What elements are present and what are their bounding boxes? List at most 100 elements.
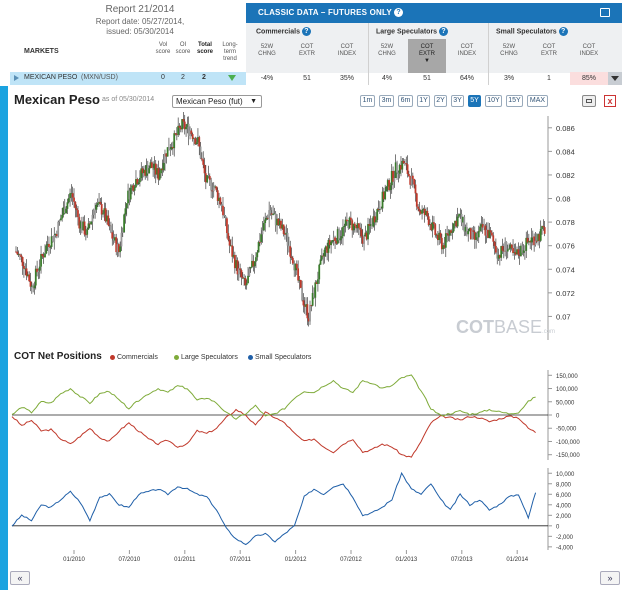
legend-large-speculators[interactable]: Large Speculators	[174, 354, 238, 361]
candle-body	[193, 138, 195, 140]
candle-body	[301, 287, 303, 301]
candle-body	[310, 305, 313, 306]
candle-body	[247, 275, 249, 284]
comm-cotindex-value: 35%	[339, 75, 354, 82]
period-button-1y[interactable]: 1Y	[417, 95, 430, 107]
ss-cotextr-header[interactable]: COT EXTR	[540, 44, 557, 57]
period-button-3m[interactable]: 3m	[379, 95, 394, 107]
candle-body	[252, 260, 255, 267]
candle-body	[100, 204, 103, 215]
candle-body	[50, 236, 53, 247]
report-date: Report date: 05/27/2014,	[95, 17, 185, 26]
period-button-2y[interactable]: 2Y	[434, 95, 447, 107]
candle-body	[161, 168, 164, 171]
candle-body	[397, 172, 400, 174]
index-highlight	[570, 72, 610, 85]
candle-body	[488, 230, 491, 238]
candle-body	[98, 201, 100, 204]
ss-cotindex-header[interactable]: COT INDEX	[579, 44, 599, 57]
print-chart-button[interactable]	[582, 95, 596, 107]
candle-body	[512, 248, 514, 253]
period-button-3y[interactable]: 3Y	[451, 95, 464, 107]
candle-body	[69, 193, 71, 199]
candle-body	[95, 204, 98, 210]
candle-body	[291, 257, 294, 264]
legend-commercials[interactable]: Commercials	[110, 354, 158, 361]
candle-body	[173, 133, 176, 149]
market-row-mexican-peso[interactable]: MEXICAN PESO (MXN/USD) 0 2 2	[10, 72, 246, 85]
candle-body	[149, 162, 152, 169]
market-name: MEXICAN PESO	[24, 74, 78, 81]
candle-body	[19, 254, 21, 256]
help-icon[interactable]: ?	[394, 8, 404, 18]
help-icon[interactable]: ?	[301, 27, 311, 36]
candle-body	[393, 178, 396, 182]
candle-body	[171, 146, 174, 149]
period-button-6m[interactable]: 6m	[398, 95, 413, 107]
candle-body	[255, 257, 257, 262]
candle-body	[493, 241, 496, 246]
candle-body	[377, 208, 380, 210]
prev-button[interactable]: «	[10, 571, 30, 585]
next-button[interactable]: »	[600, 571, 620, 585]
candle-body	[361, 236, 364, 244]
period-button-15y[interactable]: 15Y	[506, 95, 523, 107]
close-button[interactable]: x	[604, 95, 616, 107]
comm-cotextr-header[interactable]: COT EXTR	[298, 44, 315, 57]
ls-cotextr-header[interactable]: COT EXTR ▼	[418, 44, 435, 64]
candle-body	[498, 255, 501, 258]
candle-body	[127, 190, 129, 204]
candle-body	[500, 246, 503, 258]
candle-body	[256, 252, 259, 258]
period-button-5y[interactable]: 5Y	[468, 95, 481, 107]
candle-body	[401, 160, 404, 170]
candle-body	[431, 222, 434, 231]
candle-body	[433, 222, 435, 225]
candle-body	[489, 230, 492, 233]
candle-body	[278, 220, 281, 226]
period-button-1m[interactable]: 1m	[360, 95, 375, 107]
candle-body	[475, 233, 478, 240]
candle-body	[249, 267, 252, 269]
candle-body	[37, 270, 40, 273]
candle-body	[141, 168, 144, 174]
market-select[interactable]: Mexican Peso (fut) ▼	[172, 95, 262, 108]
candle-body	[236, 260, 239, 275]
candle-body	[136, 179, 139, 185]
ss-52w-header[interactable]: 52W CHNG	[500, 44, 518, 57]
candle-body	[302, 300, 305, 306]
comm-cotindex-header[interactable]: COT INDEX	[337, 44, 357, 57]
candle-body	[351, 220, 354, 231]
candle-body	[280, 220, 282, 229]
candle-body	[541, 226, 543, 229]
price-tick-label: 0.084	[556, 147, 575, 156]
candle-body	[220, 204, 223, 206]
candle-body	[527, 241, 530, 243]
comm-52w-header[interactable]: 52W CHNG	[258, 44, 276, 57]
candle-body	[25, 268, 28, 276]
period-button-10y[interactable]: 10Y	[485, 95, 502, 107]
candle-body	[331, 240, 334, 242]
candle-body	[504, 241, 507, 251]
help-icon[interactable]: ?	[558, 27, 568, 36]
candle-body	[288, 245, 290, 247]
commercials-group-title: Commercials ?	[256, 27, 311, 36]
candle-body	[463, 216, 466, 232]
candle-body	[440, 237, 443, 250]
period-button-max[interactable]: MAX	[527, 95, 548, 107]
candle-body	[187, 123, 190, 136]
legend-small-speculators[interactable]: Small Speculators	[248, 354, 311, 361]
candle-body	[436, 234, 439, 241]
candle-body	[79, 221, 82, 229]
candle-body	[154, 163, 157, 175]
ls-cotindex-header[interactable]: COT INDEX	[457, 44, 477, 57]
row-expand-button[interactable]	[608, 72, 622, 85]
candle-body	[144, 169, 147, 176]
candle-body	[142, 169, 145, 174]
print-icon[interactable]	[600, 8, 610, 17]
candle-body	[369, 224, 372, 226]
candle-body	[460, 213, 463, 223]
ls-52w-header[interactable]: 52W CHNG	[378, 44, 396, 57]
help-icon[interactable]: ?	[439, 27, 449, 36]
candle-body	[306, 304, 309, 319]
